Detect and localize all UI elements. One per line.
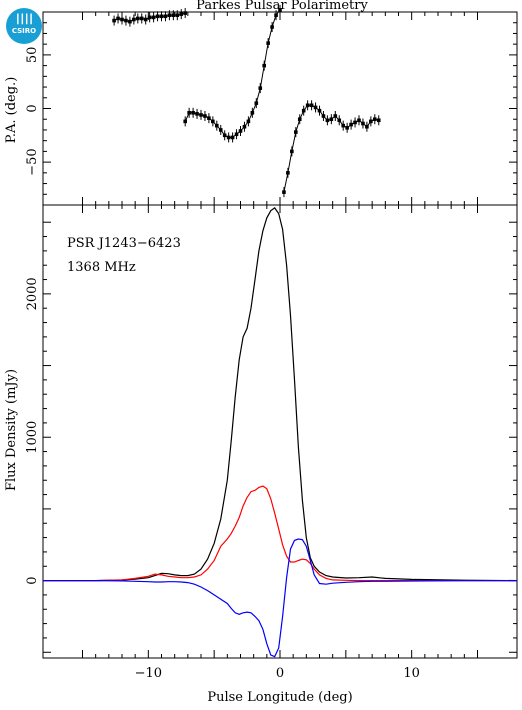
- pa-point: [112, 18, 116, 23]
- pa-point: [373, 117, 377, 122]
- pa-point: [258, 86, 263, 90]
- pa-point: [230, 135, 235, 140]
- pa-point: [341, 123, 345, 128]
- pa-point: [143, 17, 148, 22]
- pa-point: [175, 13, 180, 18]
- flux-series-line: [43, 538, 517, 658]
- pa-point: [136, 16, 140, 21]
- pa-point: [262, 63, 266, 68]
- pa-point: [357, 118, 361, 123]
- pa-point: [116, 16, 120, 21]
- flux-y-axis-label: Flux Density (mJy): [4, 369, 19, 491]
- pa-point: [183, 11, 187, 15]
- pa-point: [250, 110, 255, 115]
- pa-point: [376, 118, 381, 123]
- pa-y-tick-label: 50: [25, 47, 40, 64]
- pa-point: [325, 118, 330, 123]
- pa-point: [183, 119, 187, 124]
- pa-point: [286, 171, 290, 175]
- pa-point: [361, 121, 365, 126]
- pa-point: [349, 122, 353, 127]
- pa-axis-ticks: −50 0 50: [25, 12, 517, 205]
- pa-point: [222, 133, 227, 138]
- pa-point: [203, 114, 207, 118]
- csiro-logo: ┃┃┃┃ CSIRO: [6, 8, 42, 44]
- flux-y-tick-label: 0: [25, 576, 40, 584]
- pa-point: [163, 14, 168, 19]
- pa-point: [179, 12, 184, 16]
- pa-point: [353, 120, 357, 125]
- pa-segment-line: [184, 9, 281, 138]
- pa-y-tick-label: −50: [25, 148, 40, 175]
- pa-point: [132, 17, 136, 22]
- pa-point: [246, 119, 251, 124]
- x-tick-label: 0: [276, 666, 284, 681]
- pa-point: [139, 16, 144, 21]
- pa-point: [369, 119, 373, 124]
- pa-point: [171, 13, 176, 18]
- pa-point: [195, 112, 199, 116]
- pa-point: [337, 118, 342, 123]
- pa-point: [270, 25, 274, 29]
- pa-point: [128, 19, 132, 24]
- flux-series-line: [43, 485, 517, 582]
- flux-y-tick-label: 2000: [25, 277, 40, 310]
- pa-point: [345, 126, 349, 130]
- pa-y-axis-label: P.A. (deg.): [4, 77, 19, 144]
- pa-point: [159, 14, 164, 19]
- pa-point: [124, 18, 128, 23]
- pa-point: [365, 124, 369, 129]
- csiro-logo-text: CSIRO: [11, 27, 37, 35]
- pa-point: [333, 114, 338, 118]
- pa-point: [274, 13, 278, 18]
- pa-point: [238, 129, 243, 133]
- pa-point: [242, 124, 247, 129]
- pa-point: [187, 110, 191, 115]
- pa-point: [282, 190, 286, 194]
- pa-panel: −50 0 50 Parkes Pulsar Polarimetry P.A. (d…: [4, 0, 518, 206]
- pa-point: [191, 110, 195, 115]
- pa-point: [199, 113, 203, 117]
- flux-series-line: [43, 207, 518, 582]
- pa-point: [207, 116, 211, 120]
- pa-point: [147, 15, 152, 20]
- pa-point: [294, 130, 298, 134]
- pa-point: [226, 135, 231, 140]
- pa-point: [266, 41, 270, 45]
- flux-y-tick-label: 1000: [25, 421, 40, 454]
- pa-point: [215, 123, 219, 128]
- pa-point: [218, 128, 223, 132]
- pa-data-points: [112, 4, 381, 198]
- csiro-logo-mark: ┃┃┃┃: [15, 15, 34, 25]
- pa-point: [321, 114, 326, 118]
- x-tick-label: −10: [135, 666, 162, 681]
- pa-point: [297, 117, 302, 122]
- pa-point: [278, 8, 282, 12]
- x-tick-label: 10: [403, 666, 420, 681]
- pa-point: [305, 103, 310, 108]
- pa-point: [234, 132, 239, 137]
- pa-y-tick-label: 0: [25, 104, 40, 112]
- flux-axis-ticks: −10 0 10 0 1000 2000: [25, 205, 517, 681]
- pa-point: [167, 13, 172, 18]
- pa-point: [329, 117, 334, 122]
- pa-point: [155, 14, 160, 19]
- chart-title: Parkes Pulsar Polarimetry: [196, 0, 368, 13]
- pa-point: [211, 119, 215, 124]
- psr-name-annotation: PSR J1243−6423: [67, 236, 181, 251]
- pa-point: [120, 17, 124, 22]
- pa-point: [254, 101, 259, 105]
- pa-point: [290, 149, 294, 154]
- pa-point: [317, 108, 322, 113]
- frequency-annotation: 1368 MHz: [67, 260, 136, 275]
- pa-point: [301, 108, 306, 113]
- x-axis-label: Pulse Longitude (deg): [207, 690, 352, 705]
- pa-panel-frame: [42, 11, 518, 206]
- pa-point: [151, 15, 156, 20]
- pa-point: [309, 103, 314, 108]
- flux-series-lines: [43, 207, 518, 658]
- pa-point: [313, 105, 318, 110]
